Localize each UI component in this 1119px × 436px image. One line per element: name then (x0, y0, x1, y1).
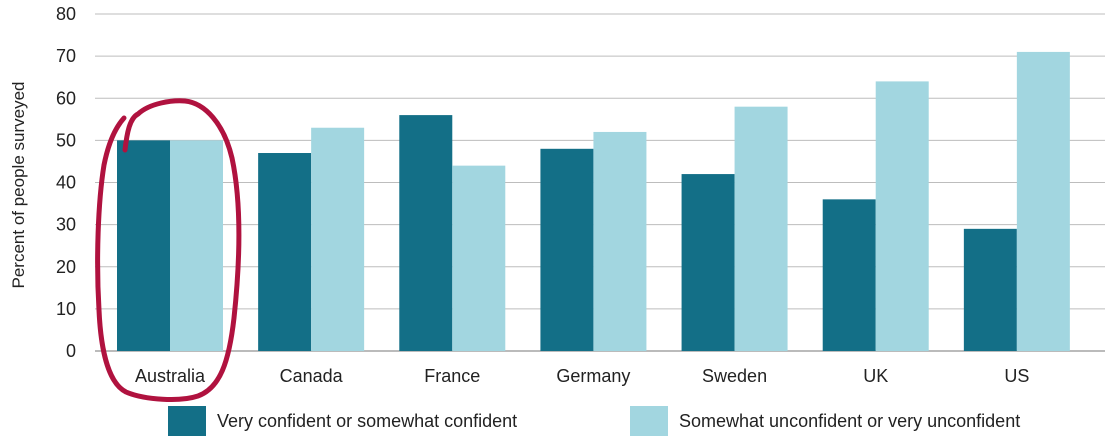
bar-uk-series-2 (875, 81, 929, 352)
bar-germany-series-1 (540, 148, 594, 351)
legend-label-series-2: Somewhat unconfident or very unconfident (679, 411, 1020, 431)
bar-sweden-series-2 (734, 106, 788, 351)
y-tick-label: 40 (56, 173, 76, 193)
legend-label-series-1: Very confident or somewhat confident (217, 411, 517, 431)
bar-sweden-series-1 (681, 174, 735, 351)
y-tick-label: 70 (56, 46, 76, 66)
legend-swatch-series-2 (630, 406, 668, 436)
bar-germany-series-2 (593, 131, 647, 351)
x-category-label: UK (863, 366, 888, 386)
x-axis-categories: Australia Canada France Germany Sweden UK US (135, 366, 1029, 386)
bars (117, 51, 1070, 352)
y-axis-label: Percent of people surveyed (9, 82, 28, 289)
legend-swatch-series-1 (168, 406, 206, 436)
bar-us-series-2 (1016, 51, 1070, 351)
bar-australia-series-2 (170, 140, 223, 351)
legend: Very confident or somewhat confident Some… (168, 406, 1020, 436)
y-tick-label: 60 (56, 88, 76, 108)
x-category-label: Canada (280, 366, 344, 386)
y-axis-ticks: 0 10 20 30 40 50 60 70 80 (56, 4, 76, 361)
bar-australia-series-1 (117, 140, 170, 351)
bar-us-series-1 (963, 228, 1017, 351)
x-category-label: Sweden (702, 366, 767, 386)
highlight-circle-annotation (95, 98, 242, 402)
bar-canada-series-2 (311, 127, 365, 351)
bar-france-series-2 (452, 165, 506, 351)
y-tick-label: 10 (56, 299, 76, 319)
y-tick-label: 20 (56, 257, 76, 277)
bar-france-series-1 (399, 115, 453, 351)
x-category-label: US (1004, 366, 1029, 386)
y-tick-label: 50 (56, 130, 76, 150)
y-tick-label: 0 (66, 341, 76, 361)
bar-uk-series-1 (822, 199, 876, 351)
x-category-label: Australia (135, 366, 206, 386)
y-tick-label: 30 (56, 215, 76, 235)
bar-canada-series-1 (258, 153, 312, 351)
y-tick-label: 80 (56, 4, 76, 24)
x-category-label: Germany (556, 366, 630, 386)
x-category-label: France (424, 366, 480, 386)
